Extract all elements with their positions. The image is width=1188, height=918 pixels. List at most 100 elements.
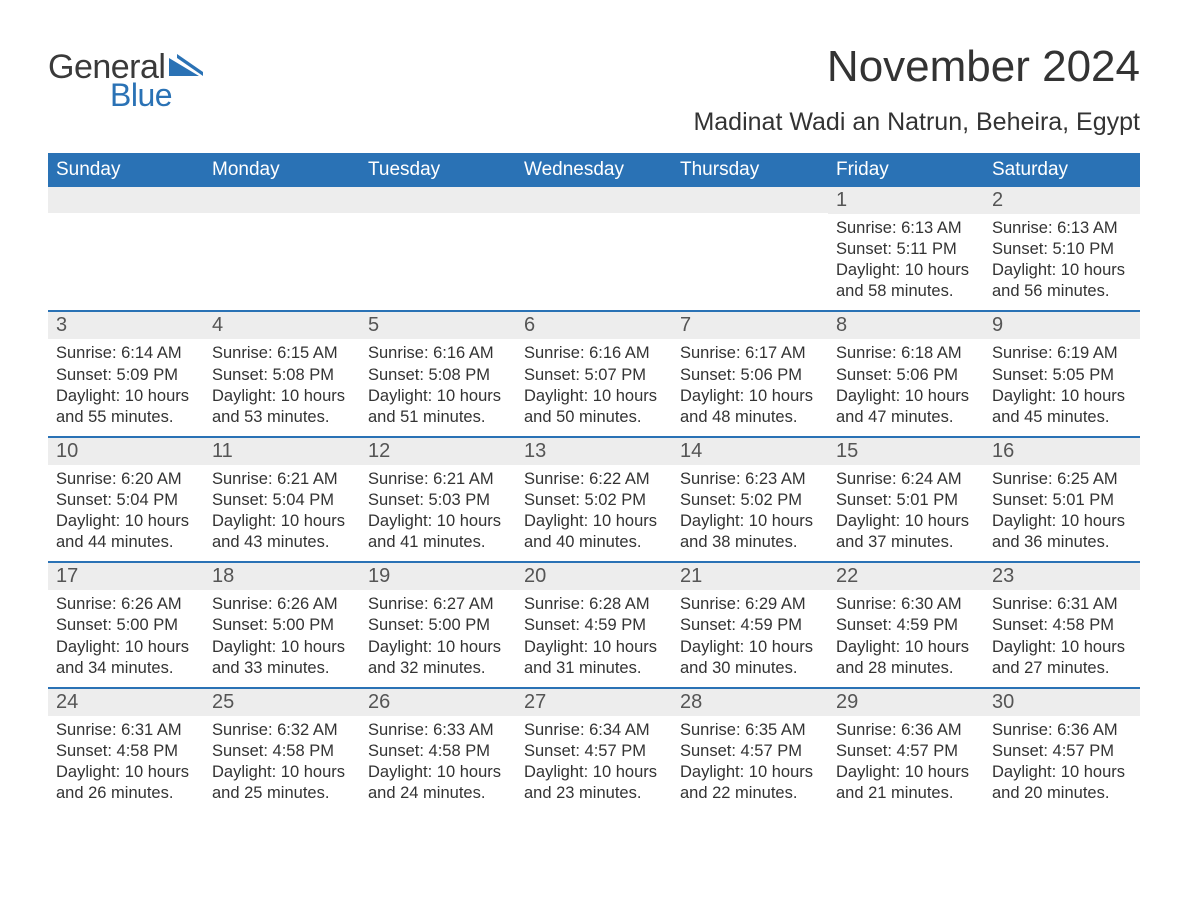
day-number: 1 [828, 187, 984, 214]
day-details: Sunrise: 6:34 AMSunset: 4:57 PMDaylight:… [516, 716, 672, 812]
day-d1-line: Daylight: 10 hours [992, 637, 1132, 658]
day-number: 17 [48, 563, 204, 590]
day-cell: 6Sunrise: 6:16 AMSunset: 5:07 PMDaylight… [516, 312, 672, 435]
day-number: 22 [828, 563, 984, 590]
day-details: Sunrise: 6:17 AMSunset: 5:06 PMDaylight:… [672, 339, 828, 435]
day-sunset-line: Sunset: 4:57 PM [836, 741, 976, 762]
day-d1-line: Daylight: 10 hours [524, 637, 664, 658]
day-sunrise-line: Sunrise: 6:31 AM [56, 720, 196, 741]
day-d2-line: and 34 minutes. [56, 658, 196, 679]
day-d2-line: and 23 minutes. [524, 783, 664, 804]
day-d1-line: Daylight: 10 hours [836, 762, 976, 783]
day-d1-line: Daylight: 10 hours [524, 511, 664, 532]
day-number: 18 [204, 563, 360, 590]
day-sunset-line: Sunset: 5:04 PM [56, 490, 196, 511]
day-d2-line: and 25 minutes. [212, 783, 352, 804]
day-sunrise-line: Sunrise: 6:14 AM [56, 343, 196, 364]
day-cell: 24Sunrise: 6:31 AMSunset: 4:58 PMDayligh… [48, 689, 204, 812]
day-sunset-line: Sunset: 5:04 PM [212, 490, 352, 511]
day-cell: 27Sunrise: 6:34 AMSunset: 4:57 PMDayligh… [516, 689, 672, 812]
day-cell [516, 187, 672, 310]
day-details: Sunrise: 6:23 AMSunset: 5:02 PMDaylight:… [672, 465, 828, 561]
day-sunrise-line: Sunrise: 6:17 AM [680, 343, 820, 364]
day-cell: 21Sunrise: 6:29 AMSunset: 4:59 PMDayligh… [672, 563, 828, 686]
day-number: 13 [516, 438, 672, 465]
logo-triangle-icon [169, 54, 203, 81]
day-number [360, 187, 516, 213]
day-cell: 25Sunrise: 6:32 AMSunset: 4:58 PMDayligh… [204, 689, 360, 812]
day-number: 2 [984, 187, 1140, 214]
day-number: 7 [672, 312, 828, 339]
day-sunset-line: Sunset: 4:57 PM [524, 741, 664, 762]
day-d1-line: Daylight: 10 hours [680, 386, 820, 407]
day-number: 21 [672, 563, 828, 590]
day-details: Sunrise: 6:29 AMSunset: 4:59 PMDaylight:… [672, 590, 828, 686]
day-sunset-line: Sunset: 4:57 PM [992, 741, 1132, 762]
day-d1-line: Daylight: 10 hours [836, 511, 976, 532]
day-sunset-line: Sunset: 5:06 PM [836, 365, 976, 386]
day-number: 3 [48, 312, 204, 339]
day-details: Sunrise: 6:22 AMSunset: 5:02 PMDaylight:… [516, 465, 672, 561]
day-cell: 17Sunrise: 6:26 AMSunset: 5:00 PMDayligh… [48, 563, 204, 686]
day-number: 6 [516, 312, 672, 339]
day-details: Sunrise: 6:31 AMSunset: 4:58 PMDaylight:… [984, 590, 1140, 686]
day-number: 27 [516, 689, 672, 716]
day-number: 19 [360, 563, 516, 590]
day-details: Sunrise: 6:32 AMSunset: 4:58 PMDaylight:… [204, 716, 360, 812]
day-d2-line: and 40 minutes. [524, 532, 664, 553]
day-d1-line: Daylight: 10 hours [680, 637, 820, 658]
day-d1-line: Daylight: 10 hours [992, 511, 1132, 532]
day-sunset-line: Sunset: 4:58 PM [992, 615, 1132, 636]
day-sunrise-line: Sunrise: 6:36 AM [992, 720, 1132, 741]
day-sunrise-line: Sunrise: 6:13 AM [992, 218, 1132, 239]
day-d2-line: and 41 minutes. [368, 532, 508, 553]
day-sunrise-line: Sunrise: 6:26 AM [212, 594, 352, 615]
day-cell: 30Sunrise: 6:36 AMSunset: 4:57 PMDayligh… [984, 689, 1140, 812]
day-d2-line: and 33 minutes. [212, 658, 352, 679]
day-sunset-line: Sunset: 4:59 PM [524, 615, 664, 636]
day-sunrise-line: Sunrise: 6:26 AM [56, 594, 196, 615]
day-details: Sunrise: 6:16 AMSunset: 5:08 PMDaylight:… [360, 339, 516, 435]
day-cell [360, 187, 516, 310]
day-sunset-line: Sunset: 5:03 PM [368, 490, 508, 511]
day-number: 11 [204, 438, 360, 465]
weekday-header-cell: Thursday [672, 153, 828, 187]
day-sunset-line: Sunset: 5:11 PM [836, 239, 976, 260]
day-sunrise-line: Sunrise: 6:36 AM [836, 720, 976, 741]
day-d1-line: Daylight: 10 hours [836, 637, 976, 658]
day-number: 15 [828, 438, 984, 465]
day-number: 28 [672, 689, 828, 716]
day-sunset-line: Sunset: 4:58 PM [56, 741, 196, 762]
day-number: 5 [360, 312, 516, 339]
day-d2-line: and 53 minutes. [212, 407, 352, 428]
day-cell: 22Sunrise: 6:30 AMSunset: 4:59 PMDayligh… [828, 563, 984, 686]
day-cell: 20 Sunrise: 6:28 AMSunset: 4:59 PMDayligh… [516, 563, 672, 686]
day-cell: 15Sunrise: 6:24 AMSunset: 5:01 PMDayligh… [828, 438, 984, 561]
day-cell: 12Sunrise: 6:21 AMSunset: 5:03 PMDayligh… [360, 438, 516, 561]
day-d1-line: Daylight: 10 hours [680, 511, 820, 532]
day-d1-line: Daylight: 10 hours [836, 260, 976, 281]
day-number: 20 [516, 563, 672, 590]
day-details: Sunrise: 6:31 AMSunset: 4:58 PMDaylight:… [48, 716, 204, 812]
day-sunrise-line: Sunrise: 6:28 AM [524, 594, 664, 615]
day-cell [48, 187, 204, 310]
day-sunset-line: Sunset: 5:00 PM [368, 615, 508, 636]
week-row: 10Sunrise: 6:20 AMSunset: 5:04 PMDayligh… [48, 436, 1140, 561]
day-d2-line: and 21 minutes. [836, 783, 976, 804]
day-cell: 28Sunrise: 6:35 AMSunset: 4:57 PMDayligh… [672, 689, 828, 812]
day-d2-line: and 38 minutes. [680, 532, 820, 553]
day-sunrise-line: Sunrise: 6:24 AM [836, 469, 976, 490]
day-sunrise-line: Sunrise: 6:22 AM [524, 469, 664, 490]
day-sunrise-line: Sunrise: 6:29 AM [680, 594, 820, 615]
day-sunrise-line: Sunrise: 6:34 AM [524, 720, 664, 741]
day-d1-line: Daylight: 10 hours [680, 762, 820, 783]
day-d1-line: Daylight: 10 hours [992, 386, 1132, 407]
day-d1-line: Daylight: 10 hours [212, 511, 352, 532]
day-cell [204, 187, 360, 310]
day-sunrise-line: Sunrise: 6:20 AM [56, 469, 196, 490]
day-number: 12 [360, 438, 516, 465]
day-cell: 2Sunrise: 6:13 AMSunset: 5:10 PMDaylight… [984, 187, 1140, 310]
day-number: 14 [672, 438, 828, 465]
day-d1-line: Daylight: 10 hours [212, 637, 352, 658]
week-row: 3Sunrise: 6:14 AMSunset: 5:09 PMDaylight… [48, 310, 1140, 435]
